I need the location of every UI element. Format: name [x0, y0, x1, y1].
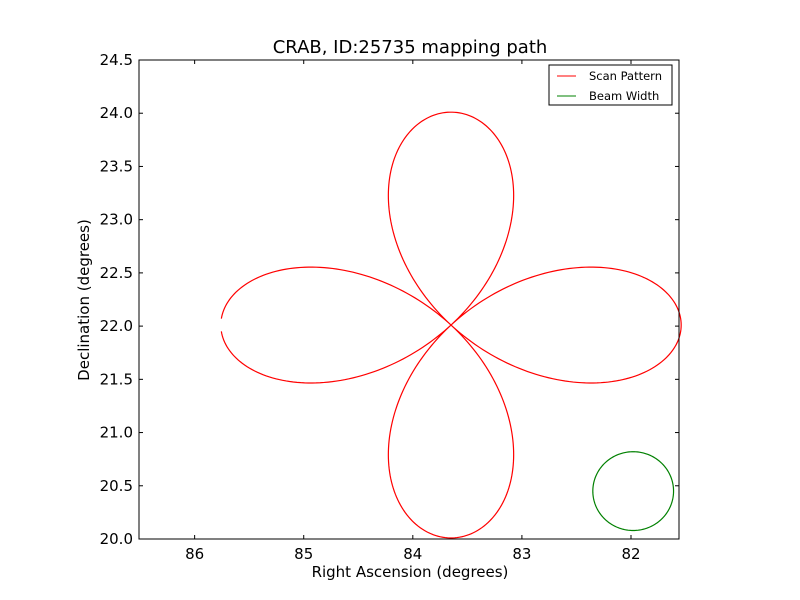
y-axis-label: Declination (degrees) — [75, 219, 93, 381]
y-tick-label: 22.0 — [100, 317, 133, 335]
legend-box — [548, 64, 673, 106]
chart-title: CRAB, ID:25735 mapping path — [273, 37, 548, 58]
y-tick-label: 21.5 — [100, 370, 133, 388]
y-tick-label: 24.5 — [100, 51, 133, 69]
y-tick-label: 22.5 — [100, 264, 133, 282]
x-axis: 86 85 84 83 82 — [185, 60, 641, 563]
x-tick-label: 82 — [621, 545, 640, 563]
beam-width-circle — [592, 451, 675, 532]
x-axis-label: Right Ascension (degrees) — [312, 563, 509, 581]
x-tick-label: 84 — [403, 545, 422, 563]
y-tick-label: 23.0 — [100, 211, 133, 229]
y-tick-label: 24.0 — [100, 104, 133, 122]
plot-area — [220, 111, 682, 539]
x-tick-label: 85 — [294, 545, 313, 563]
y-tick-label: 21.0 — [100, 424, 133, 442]
legend-label-scan-pattern: Scan Pattern — [589, 69, 662, 83]
y-tick-label: 20.0 — [100, 530, 133, 548]
x-tick-label: 86 — [185, 545, 204, 563]
legend-label-beam-width: Beam Width — [589, 89, 659, 103]
y-tick-label: 23.5 — [100, 157, 133, 175]
axes-frame — [138, 59, 680, 540]
y-tick-label: 20.5 — [100, 477, 133, 495]
legend: Scan Pattern Beam Width — [548, 64, 673, 106]
scan-pattern-line — [220, 111, 682, 539]
x-tick-label: 83 — [512, 545, 531, 563]
y-axis: 20.0 20.5 21.0 21.5 22.0 22.5 23.0 23.5 24.0 24.5 — [100, 51, 679, 548]
